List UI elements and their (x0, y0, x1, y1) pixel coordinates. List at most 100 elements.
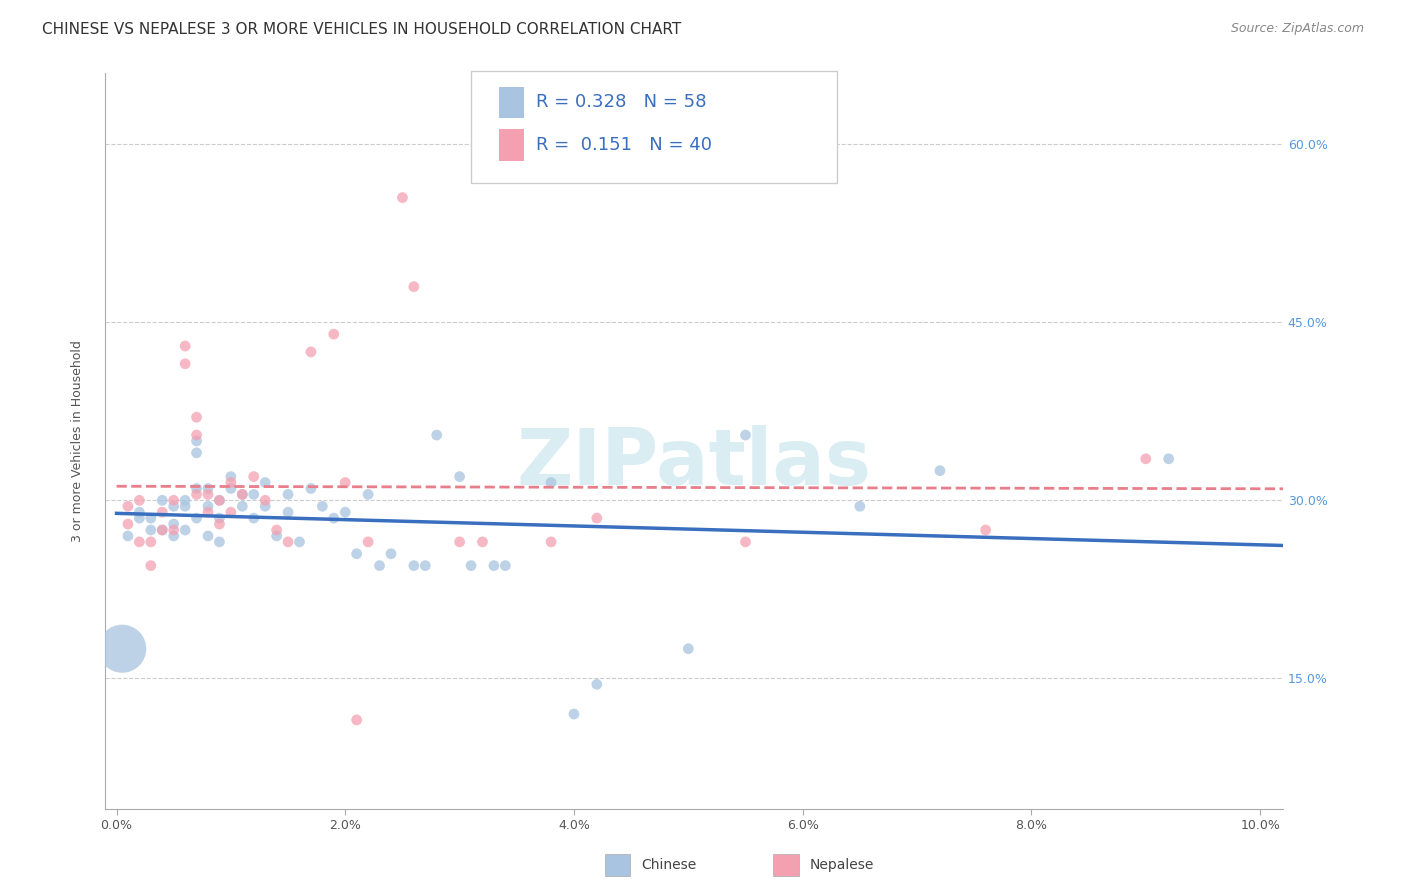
Point (585, 511, 607, 525)
Point (219, 482, 242, 496)
Point (174, 339, 197, 353)
Point (197, 529, 219, 543)
Point (139, 511, 162, 525)
Point (734, 428, 756, 442)
Point (163, 517, 186, 532)
Point (449, 469, 471, 483)
Point (231, 487, 253, 501)
Point (128, 534, 150, 549)
Point (150, 523, 173, 537)
Point (208, 493, 231, 508)
Point (357, 534, 380, 549)
Point (540, 475, 562, 490)
Point (1157, 451, 1180, 466)
Point (266, 529, 288, 543)
Point (311, 500, 333, 514)
Point (128, 505, 150, 519)
Point (163, 500, 186, 514)
Point (482, 558, 505, 573)
Point (471, 534, 494, 549)
Point (346, 713, 368, 727)
Point (368, 558, 391, 573)
Point (163, 493, 186, 508)
Point (231, 500, 253, 514)
Point (174, 357, 197, 371)
Point (111, 641, 134, 656)
Point (186, 428, 208, 442)
Point (413, 558, 436, 573)
Point (128, 511, 150, 525)
Point (346, 547, 368, 561)
Point (678, 641, 700, 656)
Point (174, 500, 197, 514)
Point (402, 279, 425, 293)
Point (231, 487, 253, 501)
Point (299, 482, 322, 496)
Point (974, 523, 997, 537)
Point (540, 534, 562, 549)
Point (208, 517, 231, 532)
Point (266, 523, 288, 537)
Point (288, 534, 311, 549)
Point (174, 523, 197, 537)
Point (219, 505, 242, 519)
Y-axis label: 3 or more Vehicles in Household: 3 or more Vehicles in Household (72, 340, 84, 542)
Point (335, 475, 357, 490)
Point (186, 482, 208, 496)
Point (402, 558, 425, 573)
Point (242, 511, 264, 525)
Point (562, 706, 585, 721)
Point (208, 534, 231, 549)
Point (299, 345, 322, 359)
Point (117, 500, 139, 514)
Point (426, 428, 449, 442)
Point (585, 677, 607, 691)
Text: Source: ZipAtlas.com: Source: ZipAtlas.com (1230, 22, 1364, 36)
Point (163, 523, 186, 537)
Point (139, 523, 162, 537)
Text: CHINESE VS NEPALESE 3 OR MORE VEHICLES IN HOUSEHOLD CORRELATION CHART: CHINESE VS NEPALESE 3 OR MORE VEHICLES I… (42, 22, 682, 37)
Point (254, 493, 277, 508)
Point (150, 523, 173, 537)
Text: Chinese: Chinese (641, 858, 696, 872)
Point (174, 493, 197, 508)
Point (219, 469, 242, 483)
Point (208, 511, 231, 525)
Point (322, 327, 344, 342)
Point (277, 534, 299, 549)
Point (928, 464, 950, 478)
Point (128, 493, 150, 508)
Point (139, 534, 162, 549)
Point (242, 469, 264, 483)
Point (186, 434, 208, 448)
Text: ZIPatlas: ZIPatlas (516, 425, 872, 501)
Point (186, 410, 208, 425)
Point (449, 534, 471, 549)
Point (391, 191, 413, 205)
Point (150, 505, 173, 519)
Point (197, 500, 219, 514)
Point (1135, 451, 1157, 466)
Point (197, 505, 219, 519)
Point (117, 529, 139, 543)
Point (357, 487, 380, 501)
Text: R = 0.328   N = 58: R = 0.328 N = 58 (536, 93, 706, 112)
Point (277, 505, 299, 519)
Point (734, 534, 756, 549)
Point (186, 487, 208, 501)
Point (208, 493, 231, 508)
Point (186, 511, 208, 525)
Point (254, 475, 277, 490)
Point (117, 517, 139, 532)
Point (197, 487, 219, 501)
Point (186, 446, 208, 460)
Point (322, 511, 344, 525)
Point (460, 558, 482, 573)
Point (150, 493, 173, 508)
Point (335, 505, 357, 519)
Point (139, 558, 162, 573)
Point (242, 487, 264, 501)
Point (380, 547, 402, 561)
Point (163, 529, 186, 543)
Point (254, 500, 277, 514)
